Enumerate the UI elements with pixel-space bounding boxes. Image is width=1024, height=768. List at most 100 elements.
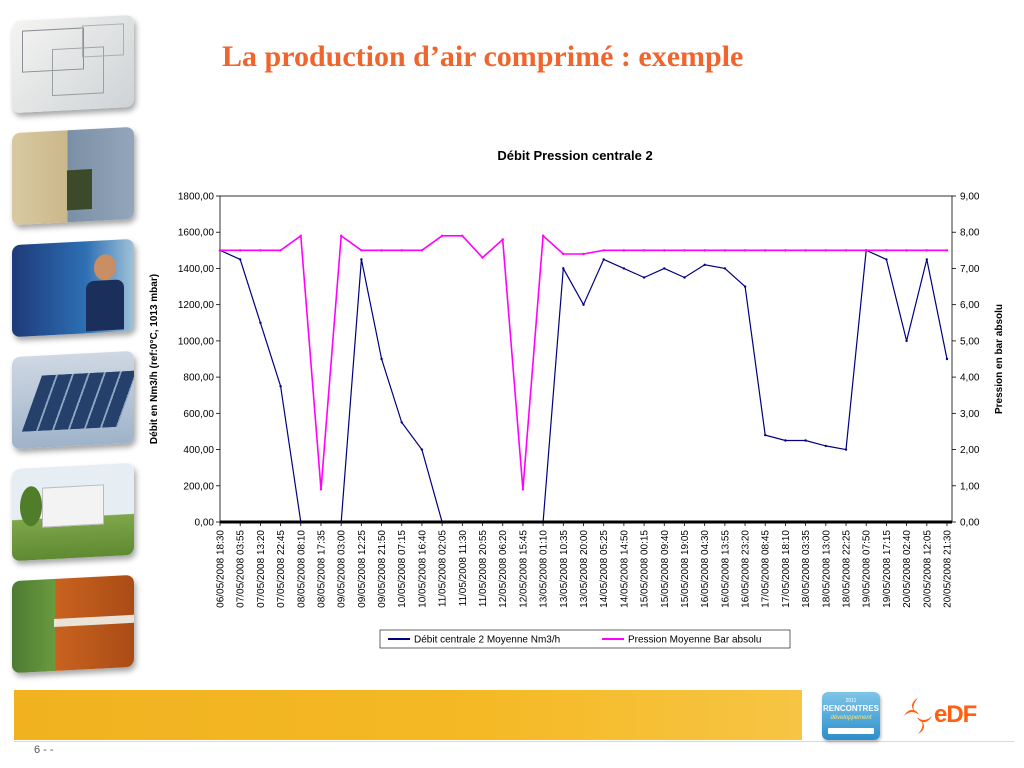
data-point	[541, 234, 545, 237]
data-point	[239, 249, 242, 252]
y-right-axis-title: Pression en bar absolu	[994, 304, 1005, 414]
y-right-tick-label: 3,00	[960, 409, 980, 420]
x-tick-label: 07/05/2008 13:20	[256, 530, 267, 608]
data-point	[925, 258, 928, 261]
x-tick-label: 06/05/2008 18:30	[216, 530, 227, 608]
x-tick-label: 10/05/2008 07:15	[397, 530, 408, 608]
y-left-tick-label: 1400,00	[178, 264, 215, 275]
x-tick-label: 16/05/2008 04:30	[700, 530, 711, 608]
data-point	[784, 439, 787, 442]
data-point	[683, 249, 686, 252]
data-point	[824, 249, 827, 252]
data-point	[743, 285, 747, 288]
x-tick-label: 11/05/2008 02:05	[438, 530, 449, 608]
x-tick-label: 18/05/2008 22:25	[842, 530, 853, 608]
data-point	[844, 448, 848, 451]
data-point	[885, 258, 888, 261]
x-tick-label: 10/05/2008 16:40	[417, 530, 428, 608]
data-point	[501, 238, 504, 241]
data-point	[461, 234, 464, 237]
badge-strip	[828, 728, 874, 734]
data-point	[804, 249, 807, 252]
data-point	[259, 249, 262, 252]
data-point	[723, 267, 727, 270]
chart-title: Débit Pression centrale 2	[497, 148, 653, 163]
data-point	[945, 357, 949, 361]
rencontres-logo: 2011 RENCONTRES développement	[822, 692, 880, 740]
data-point	[562, 252, 565, 256]
data-point	[279, 249, 282, 252]
sidebar-photos	[0, 0, 150, 690]
data-point	[420, 249, 424, 252]
data-point	[804, 439, 807, 442]
x-tick-label: 09/05/2008 21:50	[377, 530, 388, 608]
x-tick-label: 09/05/2008 03:00	[337, 530, 348, 608]
data-point	[905, 339, 908, 343]
badge-sub: développement	[830, 715, 872, 721]
x-tick-label: 20/05/2008 02:40	[902, 530, 913, 608]
data-point	[259, 321, 262, 324]
data-point	[885, 249, 888, 252]
data-point	[420, 448, 424, 451]
data-point	[521, 488, 525, 491]
data-point	[299, 234, 302, 237]
data-point	[602, 249, 605, 252]
data-point	[663, 249, 666, 252]
x-tick-label: 17/05/2008 18:10	[781, 530, 792, 608]
data-point	[865, 249, 868, 252]
data-point	[642, 276, 646, 279]
y-left-tick-label: 800,00	[183, 373, 214, 384]
x-tick-label: 16/05/2008 13:55	[720, 530, 731, 608]
x-tick-label: 19/05/2008 17:15	[882, 530, 893, 608]
data-point	[602, 258, 605, 261]
data-point	[319, 488, 323, 491]
x-tick-label: 13/05/2008 01:10	[539, 530, 550, 608]
y-right-tick-label: 6,00	[960, 300, 980, 311]
x-tick-label: 07/05/2008 03:55	[236, 530, 247, 608]
x-tick-label: 20/05/2008 12:05	[922, 530, 933, 608]
x-tick-label: 19/05/2008 07:50	[862, 530, 873, 608]
data-point	[844, 249, 848, 252]
edf-brand: eDF	[934, 701, 977, 728]
x-tick-label: 13/05/2008 20:00	[579, 530, 590, 608]
x-tick-label: 11/05/2008 11:30	[458, 530, 469, 607]
data-point	[440, 234, 444, 237]
data-point	[703, 263, 706, 266]
data-point	[824, 444, 827, 448]
badge-year: 2011	[845, 698, 857, 704]
x-tick-label: 14/05/2008 14:50	[619, 530, 630, 608]
footer-divider	[14, 741, 1014, 742]
slide-title: La production d’air comprimé : exemple	[222, 40, 744, 73]
data-point	[380, 249, 383, 252]
data-point	[905, 249, 908, 252]
x-tick-label: 14/05/2008 05:25	[599, 530, 610, 608]
data-point	[743, 249, 747, 252]
data-point	[562, 267, 565, 270]
data-point	[945, 249, 949, 252]
y-right-tick-label: 9,00	[960, 192, 980, 203]
solar-panels-photo	[12, 350, 134, 450]
y-left-tick-label: 600,00	[183, 409, 214, 420]
y-right-tick-label: 7,00	[960, 264, 980, 275]
x-tick-label: 13/05/2008 10:35	[559, 530, 570, 608]
plot-area	[219, 195, 953, 523]
data-point	[360, 249, 363, 252]
x-tick-label: 07/05/2008 22:45	[276, 530, 287, 608]
data-point	[925, 249, 928, 252]
blueprint-photo	[12, 14, 134, 114]
y-right-tick-label: 1,00	[960, 481, 980, 492]
legend-label-2: Pression Moyenne Bar absolu	[628, 635, 761, 646]
x-tick-label: 16/05/2008 23:20	[741, 530, 752, 608]
x-tick-label: 12/05/2008 06:20	[498, 530, 509, 608]
footer-bar	[14, 690, 802, 740]
edf-logo-icon	[904, 698, 932, 734]
data-point	[683, 276, 686, 279]
data-point	[360, 258, 363, 261]
series-pression	[218, 234, 949, 491]
data-point	[400, 421, 403, 424]
data-point	[723, 249, 727, 252]
y-right-tick-label: 8,00	[960, 228, 980, 239]
x-tick-label: 18/05/2008 13:00	[821, 530, 832, 608]
y-left-tick-label: 400,00	[183, 445, 214, 456]
y-right-tick-label: 4,00	[960, 373, 980, 384]
